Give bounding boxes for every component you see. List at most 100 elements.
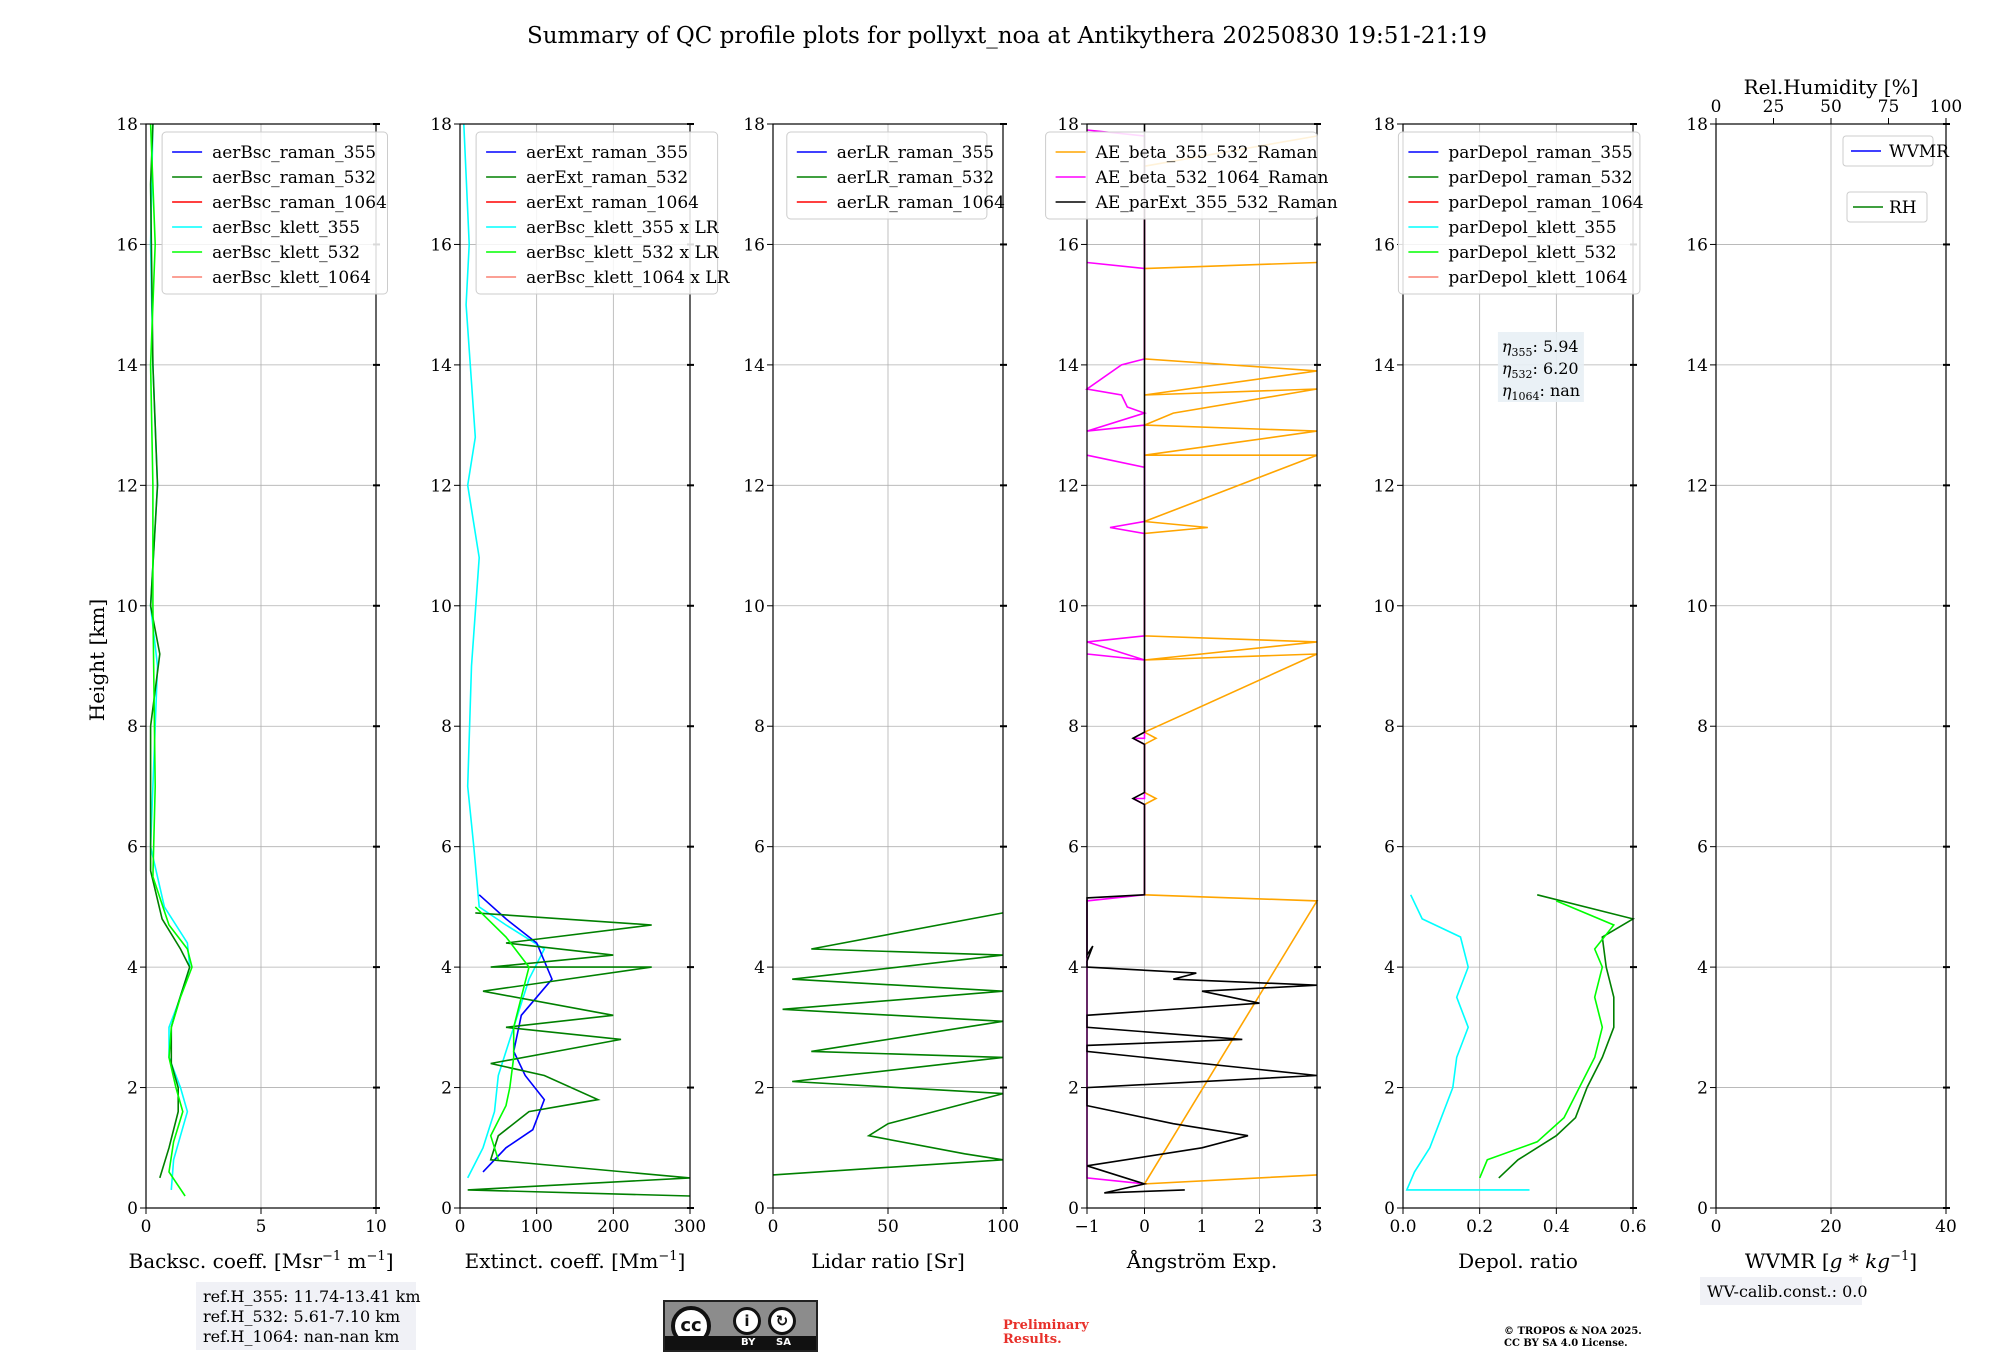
top-tick-label: 50 bbox=[1820, 97, 1842, 117]
x-tick-label: 0.2 bbox=[1466, 1217, 1493, 1237]
legend-label: AE_parExt_355_532_Raman bbox=[1095, 193, 1338, 213]
legend-label: WVMR bbox=[1889, 142, 1950, 162]
legend-label: parDepol_klett_532 bbox=[1448, 243, 1616, 263]
legend-label: aerBsc_klett_1064 x LR bbox=[526, 268, 730, 288]
x-tick-label: 0 bbox=[1139, 1217, 1150, 1237]
series-line-parDepol_klett_355 bbox=[1405, 894, 1530, 1191]
y-tick-label: 8 bbox=[1697, 717, 1708, 737]
x-tick-label: 40 bbox=[1935, 1217, 1957, 1237]
y-tick-label: 8 bbox=[1384, 717, 1395, 737]
copyright-note: © TROPOS & NOA 2025. CC BY SA 4.0 Licens… bbox=[1504, 1326, 1642, 1350]
ref-height-line: ref.H_532: 5.61-7.10 km bbox=[203, 1307, 400, 1326]
y-tick-label: 14 bbox=[743, 356, 765, 376]
series-line-aerBsc_raman_532 bbox=[149, 123, 191, 1179]
series-line-aerExt_raman_532 bbox=[467, 912, 691, 1197]
top-axis-label: Rel.Humidity [%] bbox=[1744, 75, 1919, 99]
eta-annotation-1064: η1064: nan bbox=[1502, 381, 1580, 403]
legend-box bbox=[1846, 191, 1928, 223]
y-tick-label: 14 bbox=[1373, 356, 1395, 376]
legend-label: aerBsc_klett_532 bbox=[212, 243, 360, 263]
y-tick-label: 4 bbox=[1384, 958, 1395, 978]
y-tick-label: 14 bbox=[1686, 356, 1708, 376]
y-tick-label: 10 bbox=[1686, 597, 1708, 617]
legend-label: aerBsc_klett_355 x LR bbox=[526, 218, 720, 238]
plot-frame bbox=[145, 123, 377, 1209]
y-tick-label: 14 bbox=[116, 356, 138, 376]
legend-label: aerExt_raman_532 bbox=[526, 168, 688, 188]
eta-annotation-532: η532: 6.20 bbox=[1502, 359, 1579, 381]
copyright-line-2: CC BY SA 4.0 License. bbox=[1504, 1338, 1628, 1349]
y-tick-label: 10 bbox=[1057, 597, 1079, 617]
plot-frame bbox=[1086, 123, 1318, 1209]
legend-label: parDepol_raman_532 bbox=[1448, 168, 1632, 188]
y-tick-label: 16 bbox=[1686, 235, 1708, 255]
wv-calib-text: WV-calib.const.: 0.0 bbox=[1707, 1282, 1868, 1301]
x-tick-label: 200 bbox=[597, 1217, 629, 1237]
series-line-aerExt_raman_355 bbox=[478, 894, 553, 1173]
series-line-AE_parExt_355_532_Raman bbox=[1086, 124, 1318, 1194]
panel-lidar_ratio: 0 2 4 6 8 10 12 14 16 18 0 50 100 Lidar ratio [Sr] aer… bbox=[743, 115, 1019, 1273]
x-tick-label: 3 bbox=[1312, 1217, 1323, 1237]
legend-label: AE_beta_355_532_Raman bbox=[1095, 143, 1318, 163]
plot-frame bbox=[1402, 123, 1634, 1209]
x-tick-label: 0 bbox=[1711, 1217, 1722, 1237]
panel-extinction: 0 2 4 6 8 10 12 14 16 18 0 100 200 300 Extinct. coeff.… bbox=[430, 115, 730, 1273]
y-tick-label: 8 bbox=[441, 717, 452, 737]
legend-label: aerLR_raman_532 bbox=[837, 168, 994, 188]
y-tick-label: 12 bbox=[430, 476, 452, 496]
x-tick-label: −1 bbox=[1074, 1217, 1099, 1237]
eta-annotation-355: η355: 5.94 bbox=[1502, 337, 1579, 359]
y-tick-label: 10 bbox=[1373, 597, 1395, 617]
x-tick-label: 0.0 bbox=[1389, 1217, 1416, 1237]
legend-label: aerBsc_raman_532 bbox=[212, 168, 376, 188]
legend-label: aerExt_raman_355 bbox=[526, 143, 688, 163]
x-axis-label: Backsc. coeff. [Msr−1 m−1] bbox=[129, 1249, 394, 1273]
legend-label: aerBsc_klett_355 bbox=[212, 218, 360, 238]
legend-label: aerBsc_klett_1064 bbox=[212, 268, 371, 288]
y-tick-label: 6 bbox=[1384, 838, 1395, 858]
cc-license-badge: cc i ↻ BY SA bbox=[663, 1300, 818, 1352]
y-tick-label: 0 bbox=[754, 1199, 765, 1219]
panel-backscatter: 0 2 4 6 8 10 12 14 16 18 0 5 10 Backsc. coeff. [Msr−1… bbox=[116, 115, 393, 1273]
y-tick-label: 0 bbox=[1068, 1199, 1079, 1219]
top-tick-label: 100 bbox=[1930, 97, 1962, 117]
figure-title: Summary of QC profile plots for pollyxt_… bbox=[527, 23, 1487, 49]
top-tick-label: 0 bbox=[1711, 97, 1722, 117]
y-tick-label: 18 bbox=[430, 115, 452, 135]
sharealike-icon: ↻ bbox=[768, 1307, 796, 1335]
y-tick-label: 0 bbox=[1384, 1199, 1395, 1219]
legend-label: aerBsc_klett_532 x LR bbox=[526, 243, 720, 263]
panel-depol: 0 2 4 6 8 10 12 14 16 18 0.0 0.2 0.4 0.6 Depol. ratio p… bbox=[1373, 115, 1646, 1273]
y-tick-label: 12 bbox=[1686, 476, 1708, 496]
x-tick-label: 2 bbox=[1254, 1217, 1265, 1237]
y-tick-label: 2 bbox=[1384, 1079, 1395, 1099]
legend-box bbox=[1397, 131, 1641, 295]
y-tick-label: 2 bbox=[1697, 1079, 1708, 1099]
y-tick-label: 4 bbox=[441, 958, 452, 978]
y-tick-label: 4 bbox=[1068, 958, 1079, 978]
y-tick-label: 12 bbox=[743, 476, 765, 496]
y-tick-label: 16 bbox=[1057, 235, 1079, 255]
x-axis-label: Ångström Exp. bbox=[1126, 1248, 1277, 1273]
legend-label: RH bbox=[1889, 198, 1917, 218]
license-bar bbox=[665, 1336, 816, 1350]
x-axis-label: WVMR [g * kg−1] bbox=[1745, 1249, 1917, 1273]
legend-label: parDepol_raman_1064 bbox=[1448, 193, 1643, 213]
legend-label: parDepol_klett_1064 bbox=[1448, 268, 1627, 288]
y-tick-label: 16 bbox=[116, 235, 138, 255]
x-axis-label: Lidar ratio [Sr] bbox=[811, 1249, 965, 1273]
y-tick-label: 6 bbox=[754, 838, 765, 858]
y-tick-label: 12 bbox=[116, 476, 138, 496]
y-tick-label: 2 bbox=[754, 1079, 765, 1099]
legend-box bbox=[161, 131, 388, 295]
legend-label: aerLR_raman_355 bbox=[837, 143, 994, 163]
y-tick-label: 12 bbox=[1373, 476, 1395, 496]
y-tick-label: 2 bbox=[127, 1079, 138, 1099]
wv-calib-bg bbox=[1700, 1277, 1862, 1305]
y-tick-label: 14 bbox=[430, 356, 452, 376]
top-tick-label: 25 bbox=[1763, 97, 1785, 117]
y-tick-label: 8 bbox=[1068, 717, 1079, 737]
x-tick-label: 0.6 bbox=[1619, 1217, 1646, 1237]
legend-label: AE_beta_532_1064_Raman bbox=[1095, 168, 1329, 188]
